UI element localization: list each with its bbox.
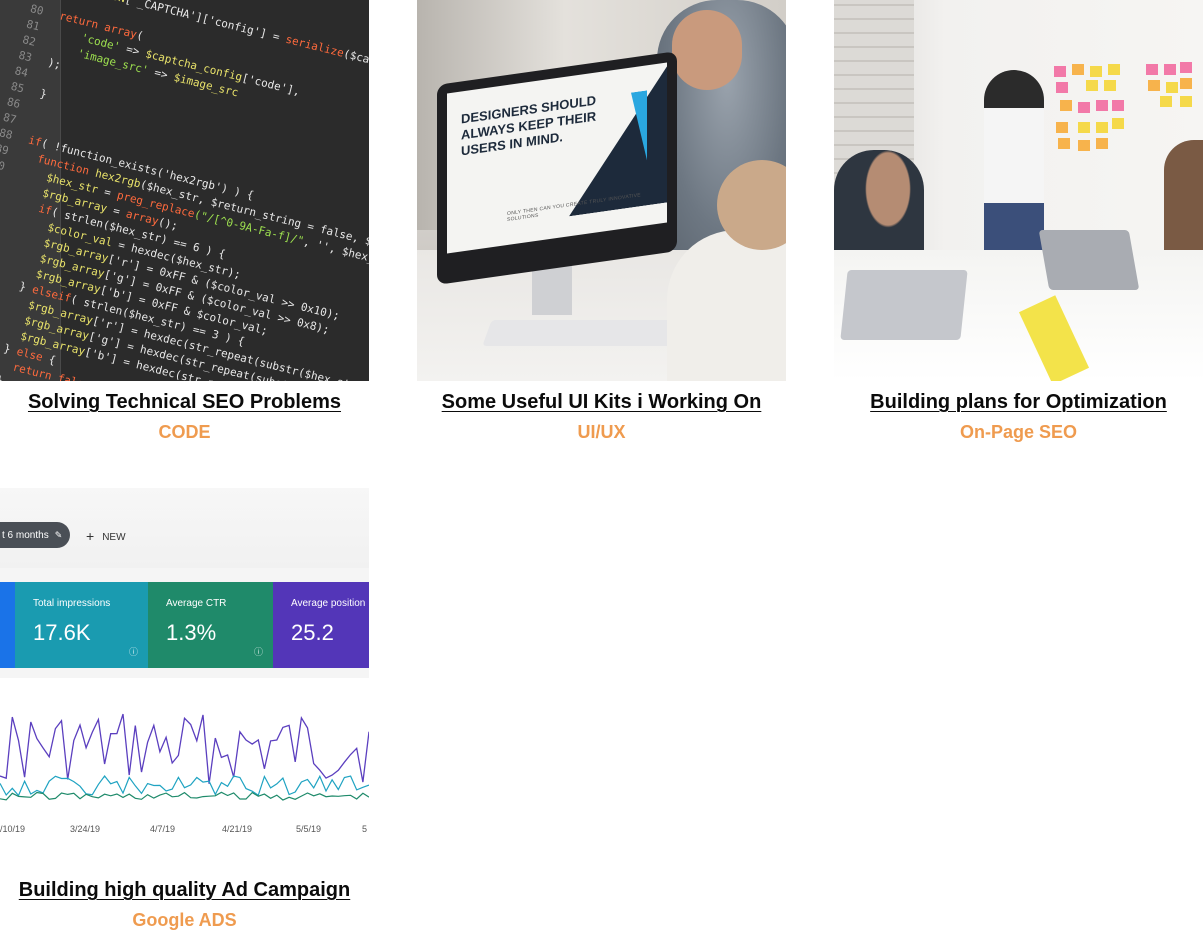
sticky-note	[1104, 80, 1116, 91]
sticky-note	[1058, 138, 1070, 149]
metric-label: Average CTR	[166, 598, 227, 609]
post-thumbnail[interactable]	[834, 0, 1203, 381]
sticky-note	[1078, 102, 1090, 113]
x-axis-label: 4/7/19	[150, 824, 176, 834]
photo-line-chart-svg	[0, 713, 369, 801]
sticky-note	[1072, 64, 1084, 75]
x-axis-label: 4/21/19	[222, 824, 253, 834]
post-title-link[interactable]: Some Useful UI Kits i Working On	[441, 391, 762, 413]
metric-label: Total impressions	[33, 598, 111, 609]
photo-person-head	[672, 10, 742, 90]
x-axis-label: 5	[362, 824, 368, 834]
post-card: Building plans for Optimization On-Page …	[834, 0, 1203, 442]
post-thumbnail[interactable]: t 6 months ✎ + NEW Total impressions 17.6K…	[0, 488, 369, 869]
post-title-link[interactable]: Building high quality Ad Campaign	[18, 879, 351, 901]
sticky-note	[1180, 78, 1192, 89]
sticky-note	[1160, 96, 1172, 107]
chart-line	[0, 791, 369, 801]
chart-line	[0, 713, 369, 784]
help-icon: ⓘ	[253, 647, 263, 657]
photo-keyboard	[482, 320, 692, 346]
post-category-link[interactable]: CODE	[158, 422, 211, 442]
metric-tile: Average position 25.2	[273, 582, 369, 668]
help-icon: ⓘ	[128, 647, 138, 657]
date-range-chip: t 6 months ✎	[0, 522, 70, 548]
metric-value: 1.3%	[166, 620, 217, 645]
pencil-icon: ✎	[54, 530, 63, 540]
screen-headline: DESIGNERS SHOULD ALWAYS KEEP THEIR USERS…	[461, 92, 597, 159]
sticky-note	[1078, 122, 1090, 133]
post-title-link[interactable]: Solving Technical SEO Problems	[27, 391, 342, 413]
sticky-note	[1166, 82, 1178, 93]
sticky-note	[1086, 80, 1098, 91]
metric-tile: Total impressions 17.6K ⓘ	[15, 582, 148, 668]
photo-presenter	[984, 70, 1044, 260]
post-category-link[interactable]: UI/UX	[577, 422, 626, 442]
x-axis-label: 5/5/19	[296, 824, 322, 834]
post-card: 78$_SESSION['_CAPTCHA']['config'] = seri…	[0, 0, 369, 442]
post-category-link[interactable]: On-Page SEO	[959, 422, 1078, 442]
date-range-label: t 6 months	[2, 530, 49, 541]
sticky-note	[1090, 66, 1102, 77]
photo-monitor-screen: DESIGNERS SHOULD ALWAYS KEEP THEIR USERS…	[447, 62, 667, 254]
post-title-link[interactable]: Building plans for Optimization	[870, 391, 1167, 413]
chart-line	[0, 774, 369, 797]
editor-gutter	[0, 0, 61, 381]
photo-laptop	[840, 270, 968, 340]
photo-monitor: DESIGNERS SHOULD ALWAYS KEEP THEIR USERS…	[437, 51, 677, 285]
sticky-note	[1108, 64, 1120, 75]
sticky-note	[1148, 80, 1160, 91]
photo-laptop	[1038, 230, 1140, 290]
sticky-note	[1112, 118, 1124, 129]
new-label: + NEW	[86, 528, 126, 544]
metric-value: 25.2	[291, 620, 334, 645]
sticky-note	[1180, 96, 1192, 107]
sticky-note	[1096, 100, 1108, 111]
new-label-text: NEW	[102, 532, 126, 543]
sticky-note	[1180, 62, 1192, 73]
sticky-note	[1060, 100, 1072, 111]
post-thumbnail[interactable]: 78$_SESSION['_CAPTCHA']['config'] = seri…	[0, 0, 369, 381]
sticky-note	[1112, 100, 1124, 111]
sticky-note	[1164, 64, 1176, 75]
code-snippet-picture: 78$_SESSION['_CAPTCHA']['config'] = seri…	[0, 0, 369, 381]
post-card: t 6 months ✎ + NEW Total impressions 17.6K…	[0, 488, 369, 930]
photo-toolbar: t 6 months ✎ + NEW	[0, 488, 369, 568]
post-card: DESIGNERS SHOULD ALWAYS KEEP THEIR USERS…	[417, 0, 786, 442]
metric-tile	[0, 582, 15, 668]
photo-person-front	[667, 230, 786, 381]
sticky-note	[1096, 138, 1108, 149]
sticky-note	[1078, 140, 1090, 151]
photo-line-chart: /10/19 3/24/19 4/7/19 4/21/19 5/5/19 5	[0, 678, 369, 869]
x-axis-label: 3/24/19	[70, 824, 101, 834]
photo-person-front-head	[717, 160, 786, 250]
sticky-note	[1056, 82, 1068, 93]
post-category-link[interactable]: Google ADS	[132, 910, 237, 930]
plus-icon: +	[86, 528, 95, 544]
sticky-note	[1056, 122, 1068, 133]
metric-value: 17.6K	[33, 620, 91, 645]
post-thumbnail[interactable]: DESIGNERS SHOULD ALWAYS KEEP THEIR USERS…	[417, 0, 786, 381]
sticky-note	[1096, 122, 1108, 133]
metric-tile: Average CTR 1.3% ⓘ	[148, 582, 273, 668]
sticky-note	[1146, 64, 1158, 75]
x-axis-label: /10/19	[0, 824, 26, 834]
sticky-note	[1054, 66, 1066, 77]
metric-label: Average position	[291, 598, 366, 609]
